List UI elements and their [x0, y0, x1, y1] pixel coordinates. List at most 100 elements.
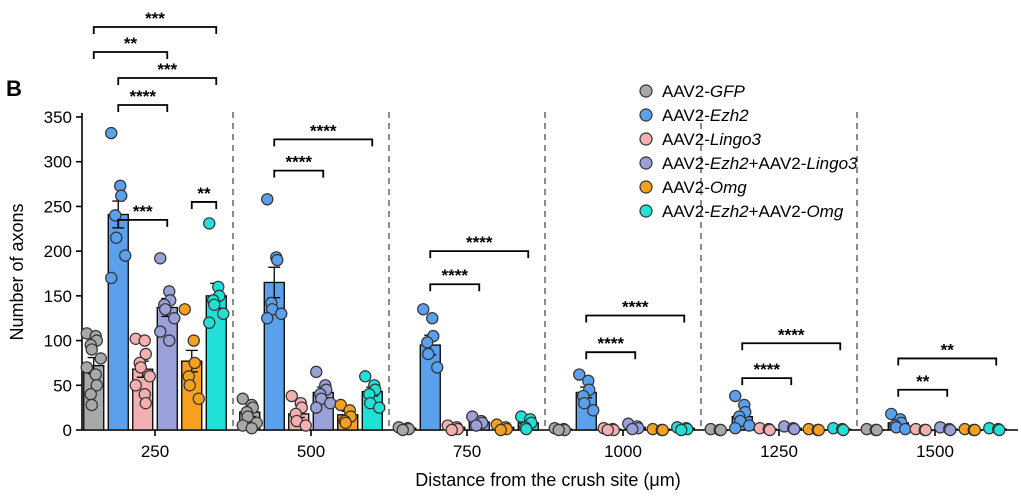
significance-bracket — [92, 51, 169, 59]
data-point — [285, 389, 298, 403]
data-point — [119, 249, 132, 262]
data-point — [470, 419, 483, 432]
data-point — [919, 423, 932, 437]
data-point — [675, 423, 688, 437]
data-point — [445, 423, 458, 437]
data-point — [837, 423, 850, 437]
significance-bracket — [273, 138, 374, 147]
data-point — [110, 231, 123, 244]
panel-label: B — [6, 76, 22, 101]
data-point — [139, 396, 152, 410]
data-point — [310, 365, 323, 379]
data-point — [115, 189, 128, 202]
y-tick-label: 150 — [44, 287, 72, 306]
y-tick-label: 200 — [44, 242, 72, 261]
legend-label: AAV2-Ezh2+AAV2-Omg — [662, 202, 844, 221]
data-point — [396, 423, 409, 437]
legend-marker — [639, 156, 653, 170]
data-point — [105, 271, 118, 285]
data-point — [109, 209, 122, 222]
significance-label: **** — [598, 334, 625, 353]
data-point — [578, 396, 591, 410]
data-point — [85, 343, 98, 356]
y-tick-label: 100 — [44, 332, 72, 351]
data-point — [192, 392, 205, 405]
y-axis-title: Number of axons — [7, 203, 27, 340]
y-tick-label: 0 — [63, 421, 72, 440]
significance-label: ** — [197, 184, 211, 203]
data-point — [299, 419, 312, 432]
significance-label: **** — [778, 325, 805, 344]
legend-marker — [639, 132, 653, 146]
y-tick-label: 350 — [44, 108, 72, 127]
data-point — [431, 361, 444, 374]
data-point — [421, 336, 434, 349]
legend-label: AAV2-Lingo3 — [662, 130, 761, 149]
significance-label: **** — [754, 360, 781, 379]
legend: AAV2-GFP AAV2-Ezh2 AAV2-Lingo3 AAV2-Ezh2+AA… — [639, 82, 858, 221]
significance-label: **** — [622, 298, 649, 317]
data-point — [417, 303, 430, 316]
data-point — [80, 361, 93, 374]
legend-marker — [639, 84, 653, 98]
x-tick-label: 1000 — [604, 442, 642, 461]
x-tick-label: 1500 — [916, 442, 954, 461]
significance-bracket — [117, 104, 169, 112]
data-point — [188, 356, 201, 370]
significance-bracket — [273, 169, 325, 178]
data-point — [271, 253, 284, 267]
data-point — [163, 334, 176, 347]
data-point — [129, 379, 142, 392]
data-point — [324, 396, 337, 410]
x-tick-label: 250 — [141, 442, 169, 461]
data-point — [203, 316, 216, 329]
data-point — [178, 303, 191, 316]
data-point — [310, 401, 323, 414]
data-point — [89, 368, 102, 381]
data-point — [714, 423, 727, 437]
data-point — [261, 312, 274, 325]
data-point — [203, 217, 216, 230]
legend-marker — [639, 204, 653, 218]
data-point — [154, 325, 167, 338]
x-tick-label: 750 — [453, 442, 481, 461]
data-point — [261, 193, 274, 206]
data-point — [85, 398, 98, 412]
significance-label: *** — [145, 9, 165, 28]
data-point — [968, 423, 981, 437]
significance-bracket — [92, 26, 218, 34]
data-point — [168, 312, 181, 325]
data-point — [94, 352, 107, 365]
significance-label: ** — [124, 34, 138, 53]
significance-label: ** — [941, 340, 955, 359]
data-point — [812, 423, 825, 437]
significance-label: **** — [130, 87, 157, 106]
data-point — [359, 370, 372, 383]
legend-label: AAV2-Ezh2 — [662, 106, 749, 125]
significance-label: **** — [466, 233, 493, 252]
significance-label: *** — [157, 60, 177, 79]
data-point — [885, 407, 898, 421]
data-point — [217, 307, 230, 320]
data-point — [90, 379, 103, 392]
data-point — [656, 423, 669, 437]
significance-bracket — [117, 218, 169, 227]
data-point — [573, 368, 586, 381]
data-point — [743, 419, 756, 432]
y-tick-label: 50 — [53, 376, 72, 395]
data-point — [245, 422, 258, 435]
data-point — [275, 307, 288, 320]
legend-label: AAV2-GFP — [662, 82, 745, 101]
data-point — [143, 370, 156, 383]
significance-bracket — [741, 377, 793, 386]
significance-label: **** — [442, 266, 469, 285]
significance-bracket — [429, 250, 530, 259]
data-point — [138, 334, 151, 347]
data-point — [626, 422, 639, 436]
significance-bracket — [897, 388, 949, 397]
x-tick-label: 1250 — [760, 442, 798, 461]
plot-area: 0 50 100 150 200 250 300 350 250 500 750 1000 1250 15… — [44, 9, 1018, 461]
legend-marker — [639, 180, 653, 194]
data-point — [552, 423, 565, 437]
significance-bracket — [117, 77, 218, 85]
